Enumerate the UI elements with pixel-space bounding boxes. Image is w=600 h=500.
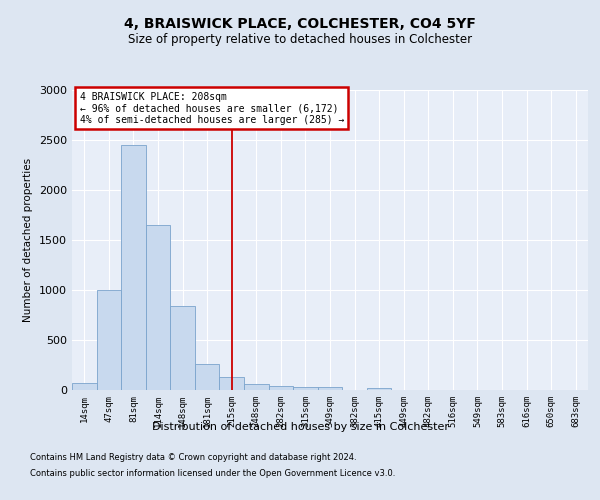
Text: Contains public sector information licensed under the Open Government Licence v3: Contains public sector information licen… [30, 468, 395, 477]
Bar [72, 382, 97, 390]
Bar [318, 387, 342, 390]
Bar [269, 386, 293, 390]
Bar [121, 145, 146, 390]
Text: 4 BRAISWICK PLACE: 208sqm
← 96% of detached houses are smaller (6,172)
4% of sem: 4 BRAISWICK PLACE: 208sqm ← 96% of detac… [80, 92, 344, 124]
Bar [367, 388, 391, 390]
Bar [146, 225, 170, 390]
Bar [220, 377, 244, 390]
Text: Size of property relative to detached houses in Colchester: Size of property relative to detached ho… [128, 32, 472, 46]
Text: Contains HM Land Registry data © Crown copyright and database right 2024.: Contains HM Land Registry data © Crown c… [30, 454, 356, 462]
Bar [244, 384, 269, 390]
Y-axis label: Number of detached properties: Number of detached properties [23, 158, 34, 322]
Bar [170, 306, 195, 390]
Bar [195, 364, 220, 390]
Text: 4, BRAISWICK PLACE, COLCHESTER, CO4 5YF: 4, BRAISWICK PLACE, COLCHESTER, CO4 5YF [124, 18, 476, 32]
Bar [293, 386, 318, 390]
Text: Distribution of detached houses by size in Colchester: Distribution of detached houses by size … [151, 422, 449, 432]
Bar [97, 290, 121, 390]
